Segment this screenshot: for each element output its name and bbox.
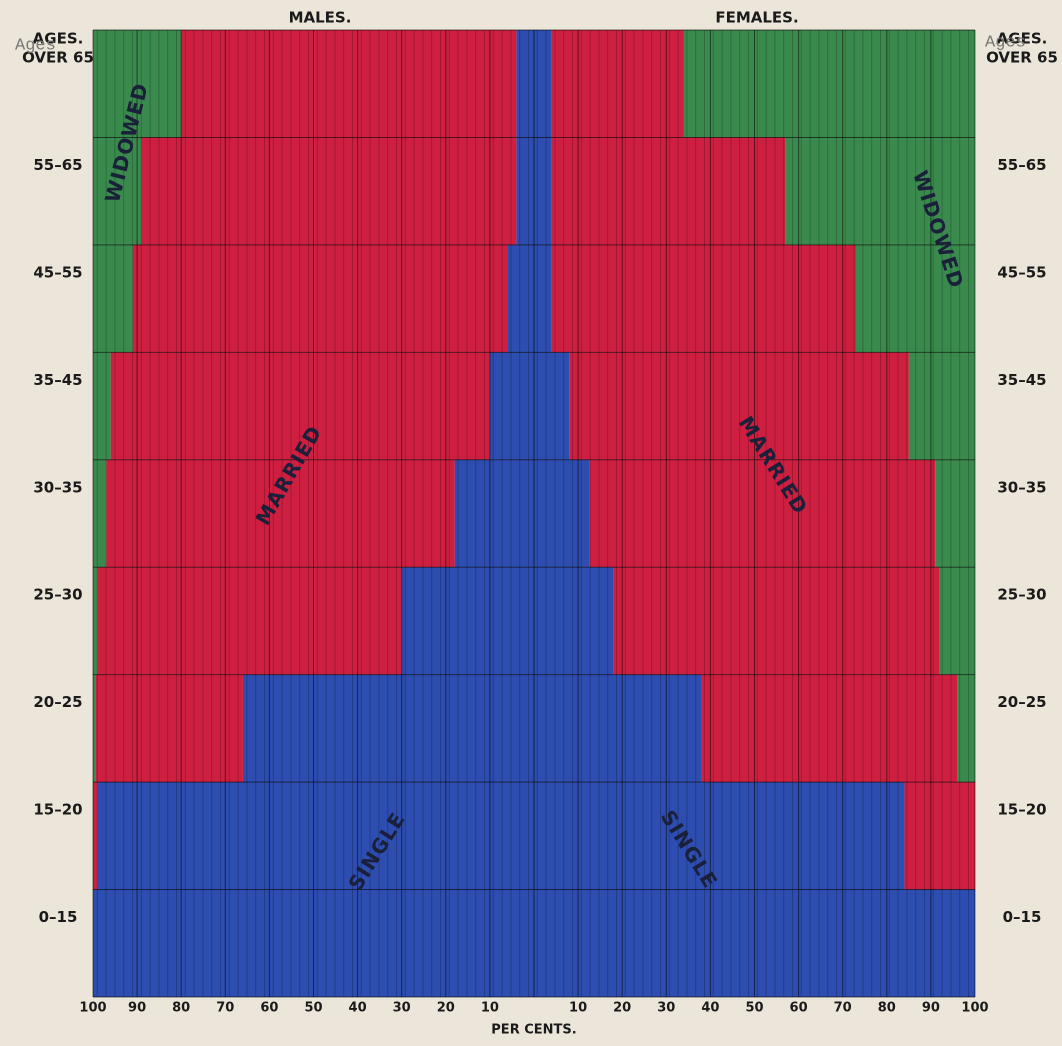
axis-heading: AGES. (33, 30, 84, 48)
y-tick-label: 25–30 (997, 586, 1046, 604)
y-tick-label: 45–55 (33, 263, 82, 281)
y-tick-label: 55–65 (997, 156, 1046, 174)
x-tick-label: 90 (128, 1001, 146, 1016)
x-tick-label: 50 (304, 1001, 322, 1016)
x-tick-label: 60 (790, 1001, 808, 1016)
y-tick-label: 35–45 (997, 371, 1046, 389)
females-title: FEMALES. (715, 9, 798, 27)
x-tick-label: 40 (349, 1001, 367, 1016)
x-tick-label: 10 (569, 1001, 587, 1016)
x-tick-label: 70 (216, 1001, 234, 1016)
x-tick-label: 30 (393, 1001, 411, 1016)
x-tick-label: 20 (437, 1001, 455, 1016)
y-tick-label: 25–30 (33, 586, 82, 604)
x-tick-label: 10 (481, 1001, 499, 1016)
y-tick-label: 30–35 (33, 478, 82, 496)
x-tick-label: 100 (961, 1001, 988, 1016)
y-tick-label: 0–15 (1003, 908, 1042, 926)
y-tick-label: 45–55 (997, 263, 1046, 281)
x-tick-label: 100 (79, 1001, 106, 1016)
x-tick-label: 50 (745, 1001, 763, 1016)
x-tick-label: 60 (260, 1001, 278, 1016)
y-tick-label: 0–15 (39, 908, 78, 926)
y-tick-label: OVER 65 (986, 49, 1058, 67)
x-tick-label: 30 (657, 1001, 675, 1016)
y-tick-label: OVER 65 (22, 49, 94, 67)
x-tick-label: 80 (878, 1001, 896, 1016)
x-tick-label: 90 (922, 1001, 940, 1016)
axis-heading: AGES. (997, 30, 1048, 48)
x-tick-label: 20 (613, 1001, 631, 1016)
y-tick-label: 15–20 (33, 801, 82, 819)
y-tick-label: 30–35 (997, 478, 1046, 496)
overlay-label: Ages (985, 33, 1026, 52)
x-axis-label: PER CENTS. (491, 1023, 576, 1038)
overlay-label: Ages (15, 36, 56, 55)
y-tick-label: 20–25 (997, 693, 1046, 711)
x-tick-label: 70 (834, 1001, 852, 1016)
x-tick-label: 80 (172, 1001, 190, 1016)
x-tick-label: 40 (701, 1001, 719, 1016)
y-tick-label: 15–20 (997, 801, 1046, 819)
y-tick-label: 55–65 (33, 156, 82, 174)
y-tick-label: 20–25 (33, 693, 82, 711)
males-title: MALES. (289, 9, 352, 27)
y-tick-label: 35–45 (33, 371, 82, 389)
